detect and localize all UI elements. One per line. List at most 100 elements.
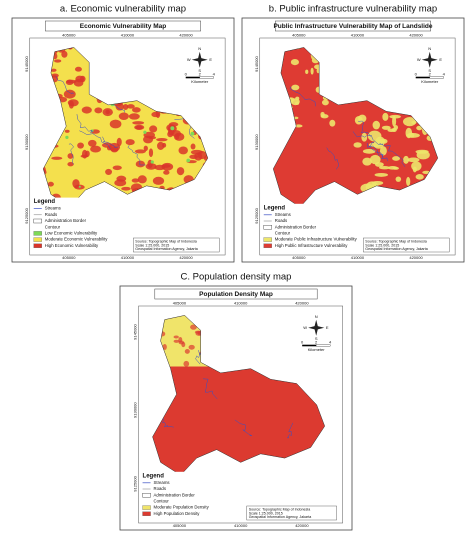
legend-label: High Population Density (154, 511, 201, 516)
legend-swatch (33, 231, 42, 236)
patch (134, 124, 145, 130)
scale-unit: Kilometer (421, 79, 439, 84)
patch (54, 59, 62, 63)
y-coord-label: 9125000 (24, 207, 29, 223)
map-panel: a. Economic vulnerability map Economic Vu… (11, 4, 235, 263)
patch (382, 112, 389, 121)
patch (189, 154, 198, 159)
patch (395, 176, 402, 182)
legend-label: High Economic Vulnerability (45, 243, 99, 248)
legend-swatch (33, 237, 42, 242)
stream (326, 147, 339, 170)
stream (289, 86, 316, 107)
legend-heading: Legend (34, 199, 56, 205)
stream (162, 418, 174, 428)
legend-label: Contour (45, 224, 61, 229)
patch (411, 120, 417, 125)
admin-border (42, 47, 209, 208)
stream (368, 141, 384, 158)
patch (157, 141, 165, 150)
patch (121, 186, 131, 191)
scale-label: 2 (199, 71, 202, 76)
scale-label: 4 (213, 71, 216, 76)
patch (295, 101, 300, 105)
compass (421, 57, 438, 62)
scale-label: 4 (329, 339, 332, 344)
scale-label: 2 (429, 71, 432, 76)
patch (148, 148, 154, 158)
stream (55, 76, 74, 95)
map-title: Economic Vulnerability Map (80, 23, 166, 30)
compass (308, 325, 325, 330)
legend-label: High Public Infrastructure Vulnerability (275, 243, 349, 248)
patch (143, 145, 148, 152)
y-coord-label: 9145000 (254, 55, 259, 71)
source-box (133, 237, 220, 253)
patch (112, 165, 122, 171)
source-text: Geospatial Information Agency, Jakarta (249, 515, 311, 519)
patch (403, 155, 409, 164)
patch (65, 79, 74, 86)
legend-heading: Legend (264, 205, 286, 211)
patch (134, 149, 146, 154)
patch (369, 154, 381, 165)
patch (387, 165, 398, 170)
patch (163, 170, 170, 175)
stream (352, 131, 384, 145)
legend-swatch (33, 218, 42, 224)
stream (76, 114, 94, 134)
x-coord-label: 420000 (295, 301, 309, 306)
scale-label: 0 (415, 71, 418, 76)
x-coord-label: 405000 (62, 255, 76, 260)
title-box (154, 288, 318, 300)
source-box (363, 237, 450, 253)
patch (294, 124, 303, 128)
x-coord-label: 410000 (351, 33, 365, 38)
title-box (45, 20, 201, 32)
patch (173, 132, 185, 141)
scale-label: 4 (443, 71, 446, 76)
patch (78, 185, 81, 188)
map-panel: C. Population density map Population Dens… (119, 272, 353, 531)
patch (74, 66, 82, 72)
patch (416, 150, 430, 160)
source-text: Scale 1:25.000, 2015 (249, 511, 283, 515)
patch (406, 176, 411, 186)
legend-swatch (263, 243, 272, 248)
patch (374, 162, 384, 167)
x-coord-label: 410000 (234, 523, 248, 528)
legend-label: Administration Border (45, 218, 87, 223)
patch (150, 160, 154, 164)
patch (389, 114, 401, 119)
patch (362, 148, 376, 154)
x-coord-label: 405000 (173, 523, 187, 528)
scale-unit: Kilometer (191, 79, 209, 84)
patch (151, 111, 160, 118)
y-coord-label: 9130000 (24, 134, 29, 150)
patch (329, 119, 336, 127)
patch (374, 172, 389, 177)
compass-label: N (315, 314, 318, 319)
stream (358, 120, 372, 137)
legend-label: Administration Border (154, 492, 196, 497)
legend-label: Low Economic Vulnerability (45, 231, 98, 236)
legend-label: Moderate Economic Vulnerability (45, 237, 109, 242)
patch (183, 360, 190, 367)
y-coord-label: 9145000 (24, 55, 29, 71)
x-coord-label: 405000 (173, 301, 187, 306)
admin-border (152, 315, 325, 476)
legend-label: Streams (275, 212, 291, 217)
legend-label: Roads (275, 218, 287, 223)
source-text: Geospatial Information Agency, Jakarta (365, 247, 427, 251)
patch (94, 107, 103, 114)
patch (178, 336, 183, 343)
patch (184, 349, 190, 354)
x-coord-label: 420000 (409, 33, 423, 38)
x-coord-label: 410000 (121, 255, 135, 260)
compass-label: S (428, 68, 431, 73)
admin-border (272, 47, 439, 208)
patch (102, 108, 113, 117)
patch (173, 335, 179, 339)
legend-label: Roads (45, 212, 57, 217)
